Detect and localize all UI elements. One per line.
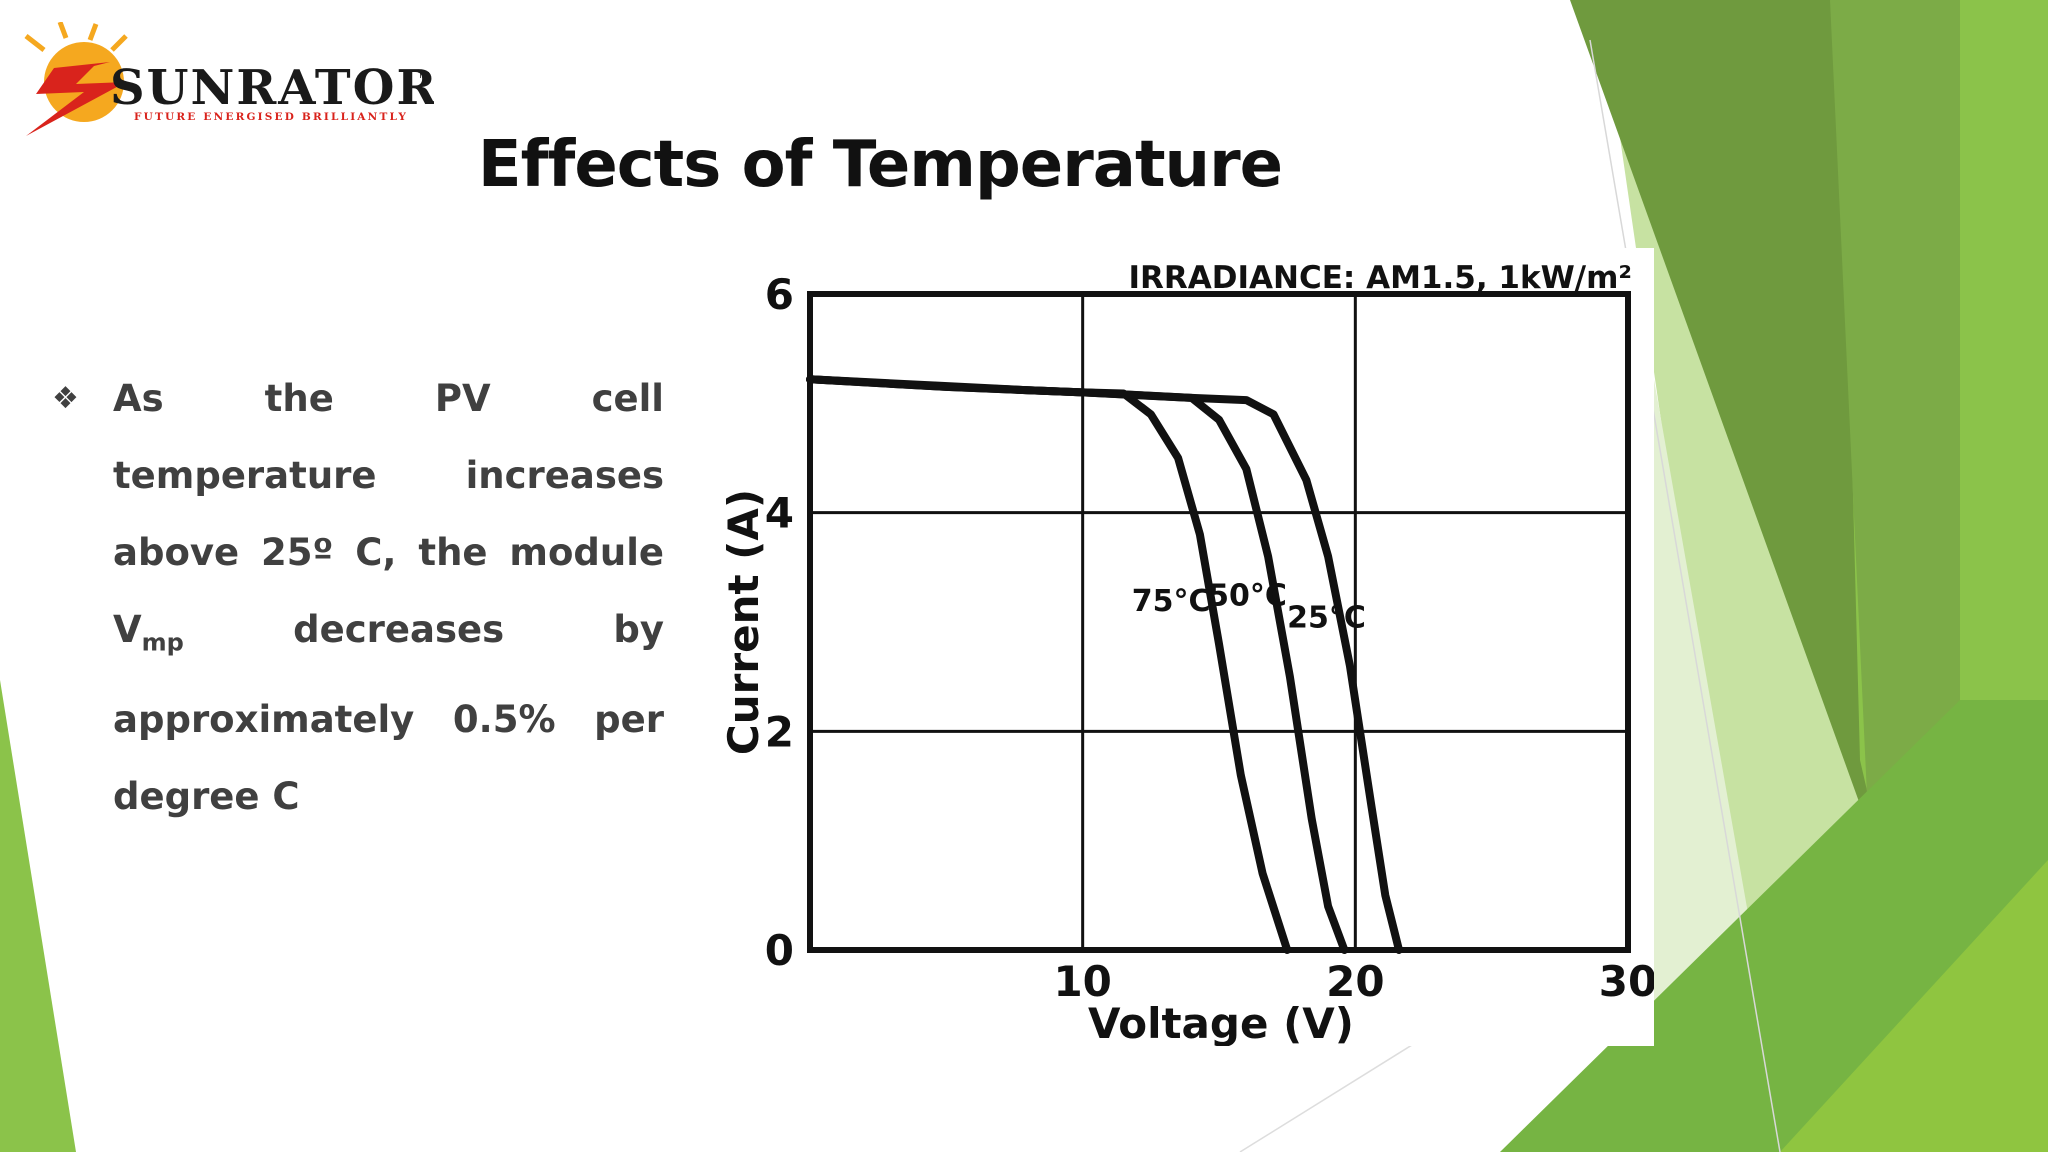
logo-tagline: FUTURE ENERGISED BRILLIANTLY	[134, 111, 408, 123]
deco-green-lower-bright	[1780, 860, 2048, 1152]
logo-lightning-s-icon	[26, 62, 126, 136]
logo-sun-rays-icon	[24, 22, 128, 52]
deco-green-right-olive	[1830, 0, 1960, 860]
deco-green-left-sliver	[0, 680, 76, 1152]
y-tick-label: 0	[765, 926, 794, 975]
y-tick-label: 4	[765, 489, 794, 538]
four-diamond-bullet-icon: ❖	[52, 381, 79, 416]
bullet-text-end: decreases by approximately 0.5% per degr…	[113, 608, 664, 819]
series-line	[806, 375, 1403, 954]
iv-curve-chart: 0 2 4 6 10 20 30 Voltage (V) Current (A) IRRADIAN…	[719, 260, 1654, 1046]
bullet-text: As the PV cell temperature increases abo…	[113, 360, 664, 835]
series-label: 25°C	[1287, 600, 1366, 635]
x-axis-label: Voltage (V)	[1088, 999, 1354, 1046]
iv-chart-panel: 0 2 4 6 10 20 30 Voltage (V) Current (A) IRRADIAN…	[690, 248, 1654, 1046]
logo-trademark: TM	[417, 71, 430, 80]
y-axis-label: Current (A)	[719, 489, 768, 755]
series-label: 75°C	[1132, 584, 1211, 619]
deco-thin-line	[1589, 39, 1781, 1152]
bullet-point: ❖ As the PV cell temperature increases a…	[52, 360, 664, 835]
y-tick-label: 2	[765, 707, 794, 756]
logo-sun-icon	[44, 42, 124, 122]
series-line	[806, 375, 1292, 954]
x-tick-label: 30	[1599, 957, 1654, 1006]
plot-frame	[807, 291, 1631, 953]
x-tick-label: 20	[1326, 957, 1384, 1006]
brand-logo: SUNRATOR TM FUTURE ENERGISED BRILLIANTLY	[24, 22, 434, 136]
x-tick-label: 10	[1053, 957, 1111, 1006]
slide-title: Effects of Temperature	[477, 128, 1283, 202]
bullet-text-main: As the PV cell temperature increases abo…	[113, 377, 664, 651]
chart-title: IRRADIANCE: AM1.5, 1kW/m²	[1129, 260, 1633, 296]
deco-green-right-dark	[1570, 0, 1880, 860]
logo-wordmark: SUNRATOR	[110, 60, 434, 116]
series-label: 50°C	[1208, 579, 1287, 614]
deco-thin-line-2	[1239, 1039, 1421, 1152]
y-tick-label: 6	[765, 270, 794, 319]
bullet-text-subscript: mp	[141, 628, 184, 657]
